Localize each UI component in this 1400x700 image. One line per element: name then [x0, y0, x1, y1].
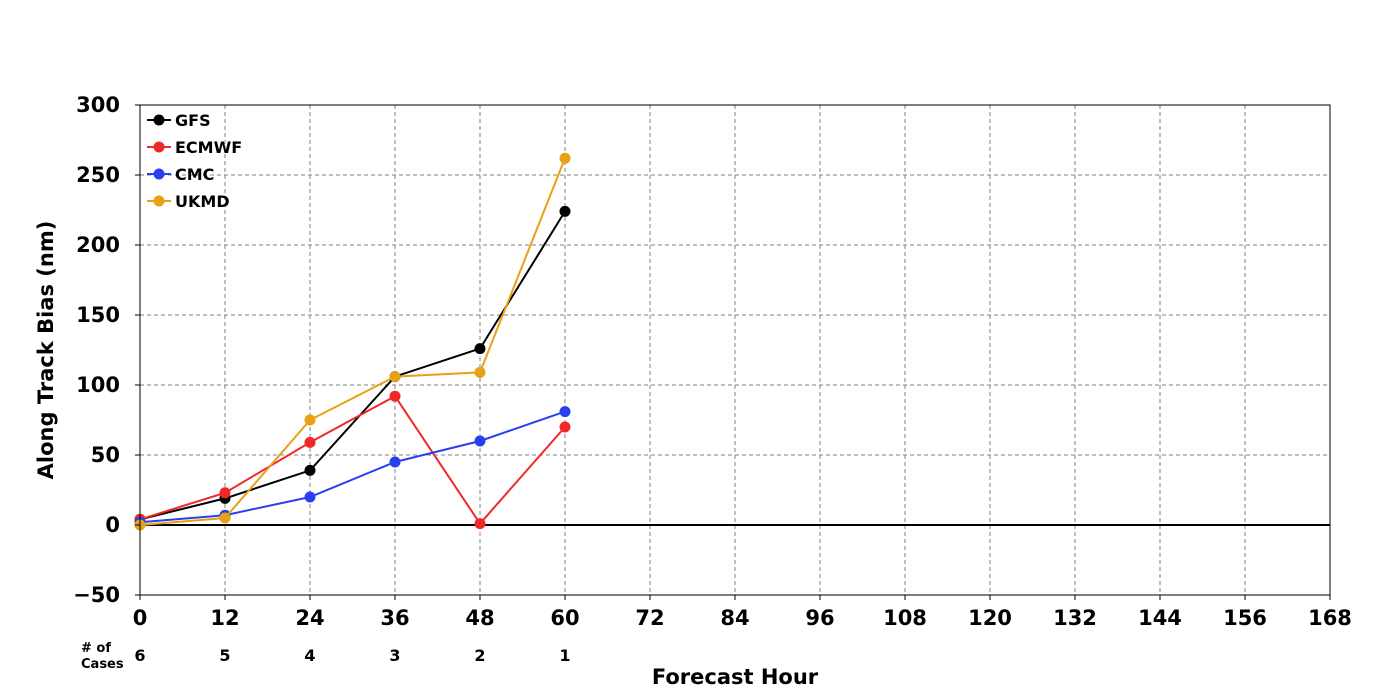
legend-item-cmc: CMC [147, 165, 214, 184]
y-tick-label: −50 [73, 583, 120, 607]
x-tick-label: 144 [1138, 606, 1182, 630]
series-line-ukmd [139, 157, 566, 526]
grid-lines [140, 105, 1330, 595]
x-tick-label: 84 [720, 606, 749, 630]
legend-swatch-marker [153, 114, 165, 126]
x-tick-label: 60 [550, 606, 579, 630]
data-point-ecmwf [304, 436, 316, 448]
x-tick-label: 0 [133, 606, 148, 630]
legend-label: CMC [175, 165, 214, 184]
x-tick-label: 108 [883, 606, 927, 630]
x-tick-label: 168 [1308, 606, 1352, 630]
cases-label-line2: Cases [81, 657, 124, 672]
series-line-cmc [139, 410, 566, 524]
series-ukmd [134, 152, 571, 531]
data-point-gfs [304, 464, 316, 476]
x-tick-label: 132 [1053, 606, 1097, 630]
data-point-ukmd [474, 366, 486, 378]
data-point-ukmd [219, 512, 231, 524]
data-point-ukmd [304, 414, 316, 426]
cases-count: 2 [474, 646, 485, 665]
data-point-ecmwf [389, 390, 401, 402]
data-point-gfs [559, 205, 571, 217]
x-tick-label: 120 [968, 606, 1012, 630]
data-point-ukmd [559, 152, 571, 164]
data-point-cmc [559, 406, 571, 418]
data-point-cmc [474, 435, 486, 447]
data-point-gfs [474, 343, 486, 355]
legend-item-ecmwf: ECMWF [147, 138, 242, 157]
x-tick-label: 12 [210, 606, 239, 630]
series-line-ecmwf [139, 394, 566, 526]
x-axis-title: Forecast Hour [652, 665, 819, 689]
legend-label: GFS [175, 111, 211, 130]
cases-count: 1 [559, 646, 570, 665]
cases-count: 3 [389, 646, 400, 665]
cases-count: 5 [219, 646, 230, 665]
axis-ticks: 0 12 24 36 48 60 72 84 96 108 120 132 144 156 168 −50 0 5… [73, 93, 1352, 630]
data-point-cmc [389, 456, 401, 468]
y-tick-label: 300 [76, 93, 120, 117]
x-tick-label: 48 [465, 606, 494, 630]
x-tick-label: 24 [295, 606, 324, 630]
legend-swatch-marker [153, 168, 165, 180]
x-tick-label: 72 [635, 606, 664, 630]
y-tick-label: 0 [105, 513, 120, 537]
legend-label: UKMD [175, 192, 230, 211]
cases-count: 4 [304, 646, 315, 665]
legend-item-ukmd: UKMD [147, 192, 230, 211]
x-tick-label: 36 [380, 606, 409, 630]
legend-label: ECMWF [175, 138, 242, 157]
y-tick-label: 250 [76, 163, 120, 187]
cases-label-line1: # of [81, 641, 111, 656]
x-tick-label: 96 [805, 606, 834, 630]
legend: GFS ECMWF CMC UKMD [147, 111, 242, 211]
data-point-ecmwf [559, 421, 571, 433]
series-line-gfs [139, 210, 566, 521]
legend-item-gfs: GFS [147, 111, 211, 130]
series-ecmwf [134, 390, 571, 530]
y-axis-title: Along Track Bias (nm) [34, 221, 58, 480]
cases-count: 6 [134, 646, 145, 665]
series-gfs [134, 205, 571, 525]
data-point-cmc [304, 491, 316, 503]
data-point-ecmwf [219, 487, 231, 499]
legend-swatch-marker [153, 195, 165, 207]
legend-swatch-marker [153, 141, 165, 153]
y-tick-label: 100 [76, 373, 120, 397]
data-point-ukmd [389, 371, 401, 383]
y-tick-label: 150 [76, 303, 120, 327]
y-tick-label: 200 [76, 233, 120, 257]
y-tick-label: 50 [91, 443, 120, 467]
data-point-ecmwf [474, 518, 486, 530]
x-tick-label: 156 [1223, 606, 1267, 630]
